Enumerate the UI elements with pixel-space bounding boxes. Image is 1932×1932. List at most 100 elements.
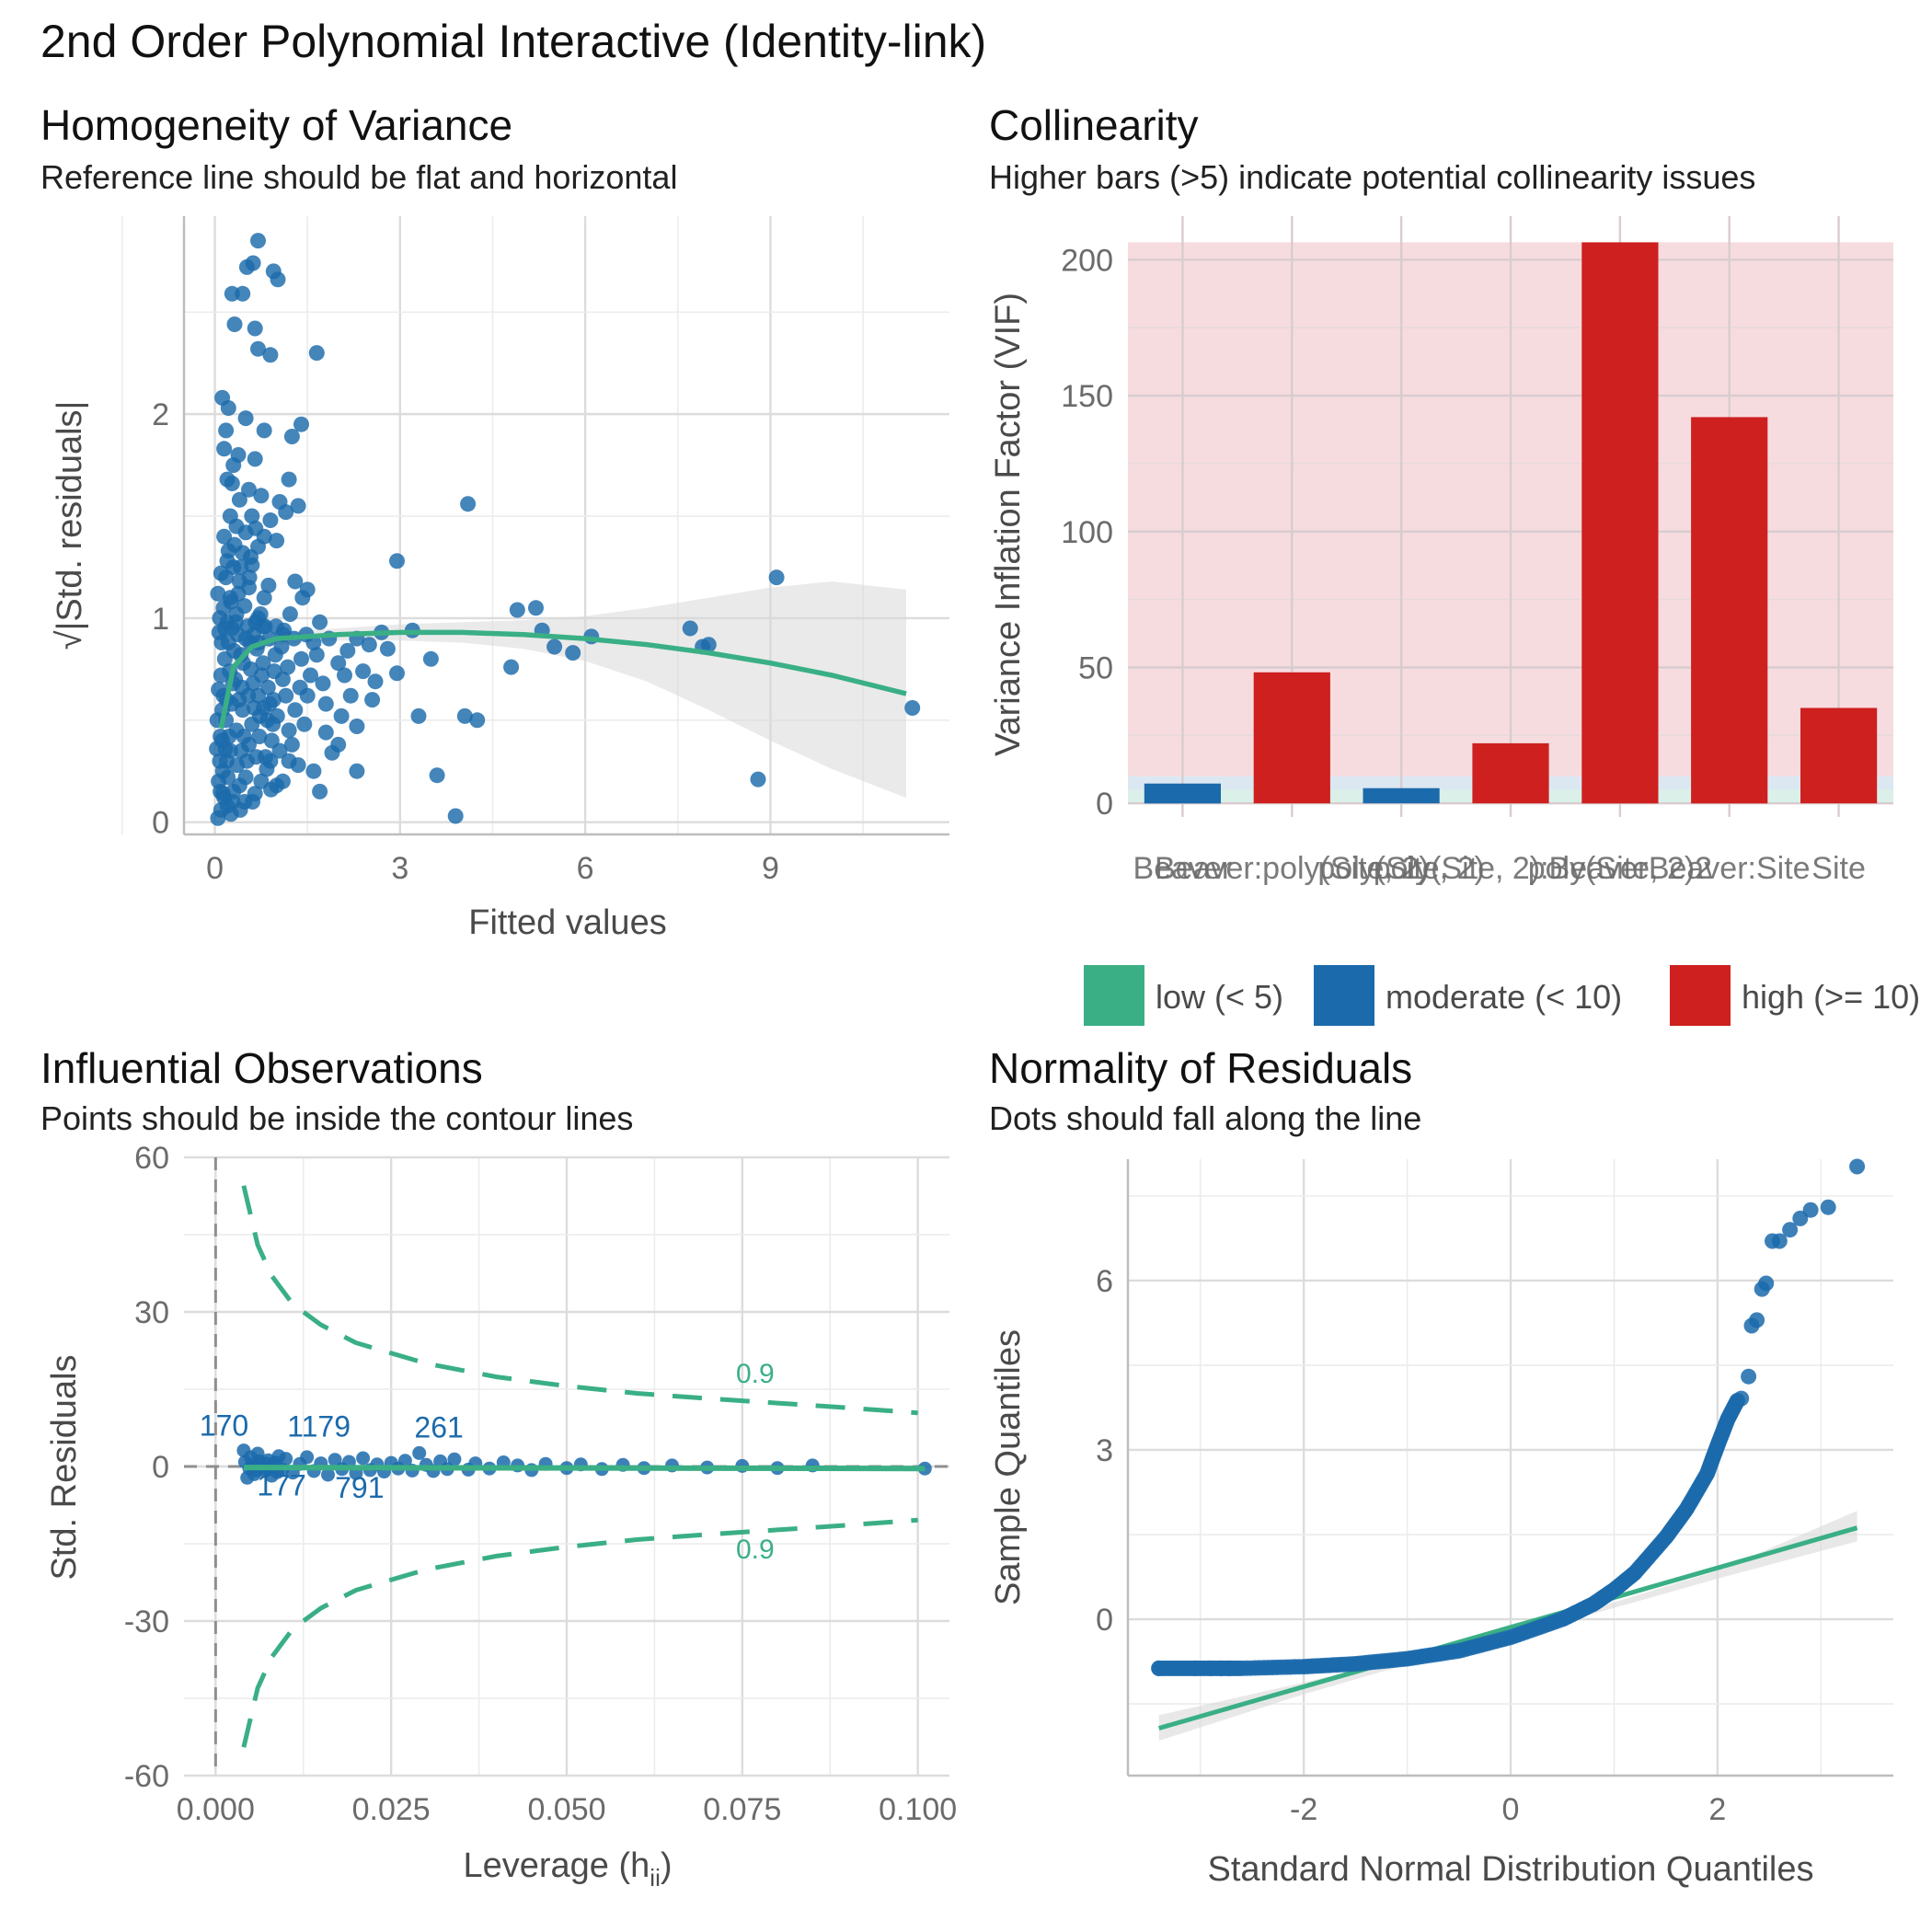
homogeneity-point	[278, 687, 294, 704]
homogeneity-point	[281, 471, 297, 488]
normality-title: Normality of Residuals	[989, 1044, 1412, 1092]
homogeneity-point	[223, 806, 239, 822]
normality-y-label: Sample Quantiles	[989, 1329, 1028, 1605]
qq-point	[1792, 1210, 1809, 1226]
vif-bar	[1253, 672, 1330, 804]
homogeneity-point	[355, 663, 372, 680]
qq-point	[1221, 1660, 1237, 1676]
homogeneity-x-tick-label: 9	[762, 851, 779, 886]
homogeneity-point	[261, 696, 278, 712]
qq-point	[1802, 1202, 1819, 1218]
normality-y-tick-label: 6	[1096, 1264, 1113, 1299]
homogeneity-point	[281, 722, 297, 739]
normality-reference-line	[1158, 1525, 1858, 1731]
homogeneity-x-tick-label: 6	[577, 851, 594, 886]
influential-point	[356, 1451, 371, 1466]
influential-point	[321, 1467, 335, 1482]
influential-fit-line	[243, 1465, 926, 1472]
homogeneity-point	[237, 769, 254, 786]
homogeneity-smooth-line	[218, 629, 907, 730]
homogeneity-point	[274, 773, 291, 789]
normality-ci-ribbon	[1158, 1511, 1857, 1741]
homogeneity-point	[278, 504, 294, 521]
homogeneity-point	[337, 667, 352, 684]
homogeneity-point	[367, 673, 384, 690]
homogeneity-point	[342, 687, 359, 704]
homogeneity-point	[315, 675, 331, 692]
homogeneity-point	[312, 783, 328, 799]
homogeneity-x-label: Fitted values	[468, 903, 666, 942]
homogeneity-point	[312, 614, 328, 630]
qq-point	[1749, 1312, 1765, 1328]
influential-x-tick-label: 0.075	[703, 1792, 781, 1827]
influential-contour-upper	[241, 1185, 918, 1416]
homogeneity-point	[339, 642, 356, 659]
homogeneity-point	[209, 741, 225, 757]
homogeneity-point	[256, 422, 272, 439]
homogeneity-point	[247, 320, 263, 337]
homogeneity-point	[904, 700, 921, 716]
legend-key-0	[1084, 965, 1144, 1026]
homogeneity-point	[236, 729, 252, 744]
homogeneity-point	[263, 781, 280, 798]
homogeneity-point	[218, 422, 235, 439]
collinearity-y-label: Variance Inflation Factor (VIF)	[989, 293, 1028, 756]
homogeneity-point	[244, 508, 260, 524]
collinearity-y-tick-label: 200	[1061, 243, 1113, 278]
homogeneity-point	[293, 416, 309, 432]
normality-y-tick-label: 3	[1096, 1433, 1113, 1468]
homogeneity-point	[317, 696, 334, 712]
homogeneity-point	[218, 753, 235, 769]
vif-bar	[1800, 707, 1878, 804]
normality-x-tick-label: 2	[1708, 1792, 1726, 1827]
homogeneity-point	[241, 481, 257, 498]
influential-y-tick-label: -30	[124, 1604, 169, 1639]
qq-point	[1151, 1660, 1167, 1676]
influential-point-label: 261	[414, 1411, 463, 1444]
homogeneity-x-tick-label: 0	[206, 851, 224, 886]
qq-point	[1820, 1199, 1836, 1215]
influential-point-label: 791	[335, 1471, 384, 1504]
homogeneity-point	[225, 457, 242, 474]
panel-influential: Influential Observations Points should b…	[40, 1044, 957, 1892]
collinearity-y-tick-label: 50	[1078, 650, 1113, 685]
vif-bar	[1144, 783, 1221, 804]
vif-bar	[1691, 417, 1768, 804]
homogeneity-point	[220, 400, 236, 416]
influential-x-label: Leverage (hii)	[463, 1846, 672, 1892]
legend-key-2	[1670, 965, 1731, 1026]
normality-subtitle: Dots should fall along the line	[989, 1099, 1421, 1137]
influential-contour-label-lower: 0.9	[736, 1535, 775, 1565]
homogeneity-point	[389, 665, 405, 682]
homogeneity-point	[528, 600, 544, 616]
homogeneity-point	[237, 410, 254, 427]
collinearity-bars	[1144, 242, 1878, 804]
influential-point-label: 177	[257, 1468, 305, 1501]
homogeneity-point	[266, 663, 282, 680]
panel-collinearity: Collinearity Higher bars (>5) indicate p…	[989, 101, 1920, 1026]
qq-point	[1733, 1390, 1750, 1407]
panel-normality: Normality of Residuals Dots should fall …	[989, 1044, 1893, 1889]
homogeneity-point	[303, 667, 318, 684]
legend-label: low (< 5)	[1156, 978, 1283, 1016]
legend-key-1	[1314, 965, 1374, 1026]
homogeneity-point	[262, 347, 279, 363]
homogeneity-grid	[121, 216, 949, 834]
homogeneity-point	[219, 553, 236, 569]
homogeneity-point	[456, 707, 473, 724]
normality-ticks: -2 0 2 0 3 6	[1096, 1264, 1726, 1827]
influential-x-tick-label: 0.025	[352, 1792, 431, 1827]
influential-y-tick-label: 30	[134, 1295, 169, 1330]
homogeneity-point	[250, 340, 266, 357]
homogeneity-point	[546, 638, 563, 655]
influential-y-label: Std. Residuals	[45, 1354, 84, 1580]
homogeneity-y-tick-label: 0	[152, 806, 169, 841]
homogeneity-point	[293, 650, 309, 667]
homogeneity-ticks: 0 3 6 9 0 1 2	[152, 397, 779, 886]
homogeneity-point	[750, 771, 766, 788]
collinearity-x-tick-label: Beaver	[1133, 851, 1233, 886]
homogeneity-point	[252, 606, 269, 622]
panel-homogeneity: Homogeneity of Variance Reference line s…	[40, 101, 949, 942]
homogeneity-point	[317, 724, 334, 741]
collinearity-legend: low (< 5) moderate (< 10) high (>= 10)	[1084, 965, 1920, 1026]
